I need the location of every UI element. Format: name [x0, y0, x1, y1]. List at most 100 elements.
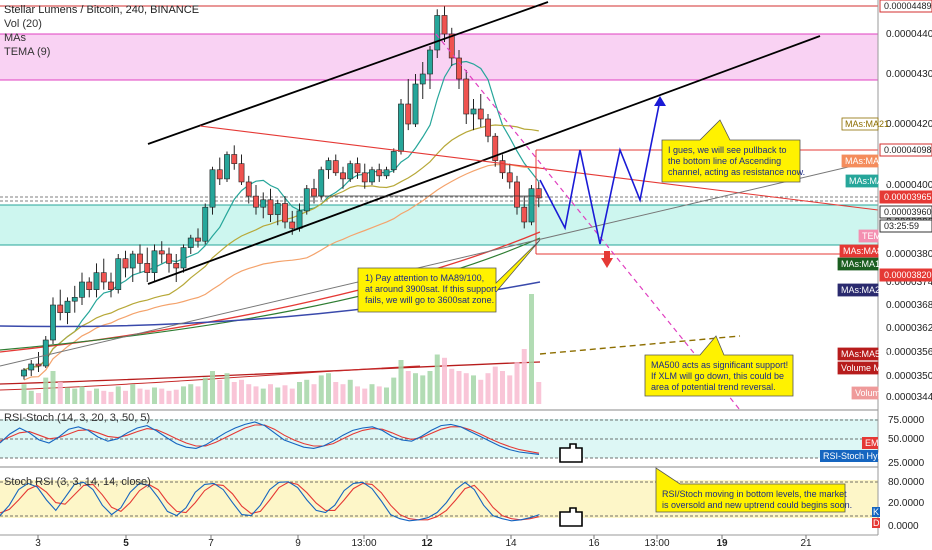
- stoch-d-line: [0, 481, 540, 521]
- candle-body: [521, 206, 528, 223]
- candle-body: [514, 181, 520, 208]
- volume-bar: [43, 377, 49, 404]
- candle-body: [238, 163, 245, 183]
- time-tick-label: 16: [588, 538, 600, 549]
- ma100-line: [0, 237, 541, 351]
- stoch-tick-label: 20.0000: [888, 498, 925, 509]
- candle-body: [173, 263, 180, 269]
- drawings: [0, 1, 879, 411]
- volume-bar: [224, 373, 230, 404]
- stoch-tick-label: 80.0000: [888, 477, 925, 488]
- callout-ma500-box: [644, 335, 794, 397]
- candle-body: [267, 199, 274, 215]
- callout-ma500-line2: If XLM will go down, this could be: [651, 371, 784, 381]
- volume-bar: [144, 389, 150, 404]
- indicator-tag-box: [837, 283, 879, 297]
- volume-bar: [137, 388, 143, 404]
- price-label-text: 0.00004098: [884, 145, 932, 155]
- volume-bar: [260, 388, 266, 404]
- callout-ma500[interactable]: MA500 acts as significant support! If XL…: [644, 335, 794, 397]
- volume-bar: [123, 390, 128, 404]
- indicator-tag-box: [841, 154, 879, 168]
- price-label-text: 0.00004489: [884, 1, 932, 11]
- candle-body: [318, 169, 325, 197]
- time-tick-label: 9: [295, 538, 301, 549]
- candle-body: [390, 151, 397, 171]
- candle-body: [202, 206, 209, 242]
- candle-body: [100, 272, 107, 283]
- volume-bar: [65, 387, 70, 404]
- time-axis[interactable]: 3 5 7 9 13:00 12 14 16 13:00 19 21: [35, 535, 812, 549]
- callout-ma500-line3: area of potential trend reversal.: [651, 382, 776, 392]
- price-label-text: 0.00003820: [884, 270, 932, 280]
- indicator-tag-box: [839, 244, 879, 258]
- legend-mas: MAs: [4, 32, 27, 44]
- indicator-tag-text: MAs:MA100: [841, 259, 890, 269]
- indicator-tag-box: [851, 386, 879, 400]
- candle-body: [506, 172, 513, 183]
- price-projection-path: [539, 99, 661, 245]
- indicator-tag-text: MAs:MA21: [845, 119, 889, 129]
- candle-body: [93, 272, 100, 290]
- candle-body: [340, 172, 346, 180]
- ma8-line: [23, 60, 540, 371]
- candle-body: [448, 33, 455, 59]
- indicator-tag-text: TEMA: [862, 231, 887, 241]
- volume-bar: [202, 377, 208, 404]
- candle-body: [122, 258, 129, 269]
- rsi-tag-box: [820, 450, 878, 462]
- indicator-tag-box: [841, 117, 879, 131]
- volume-bars: [21, 294, 542, 404]
- candle-body: [129, 253, 136, 269]
- rsi-hybrid-line: [0, 421, 540, 455]
- candle-body: [216, 169, 223, 180]
- hand-pointer-icon: [559, 507, 583, 527]
- volume-bar: [521, 349, 527, 404]
- candle-body: [535, 188, 542, 199]
- price-label-box: [879, 268, 932, 282]
- indicator-tag-box: [845, 174, 879, 188]
- time-tick-label: 14: [505, 538, 517, 549]
- callout-oversold[interactable]: RSI/Stoch moving in bottom levels, the m…: [655, 467, 852, 513]
- volume-bar: [166, 390, 172, 404]
- indicator-tag-text: MAs:MA500: [841, 349, 890, 359]
- candle-body: [71, 297, 78, 302]
- candle-body: [485, 118, 491, 137]
- hand-pointer-icon-shape: [559, 507, 583, 527]
- legend-stoch-rsi: Stoch RSI (3, 3, 14, 14, close): [4, 476, 151, 488]
- indicator-tag-text: MAs:MA200: [841, 285, 890, 295]
- stoch-k-line: [0, 481, 540, 522]
- support-zone: [0, 205, 878, 245]
- indicator-tag-box: [837, 361, 879, 375]
- callout-ma89[interactable]: 1) Pay attention to MA89/100, at around …: [357, 239, 541, 313]
- rsi-tick-label: 50.0000: [888, 434, 925, 445]
- callout-ma89-box: [357, 239, 541, 313]
- candle-body: [470, 108, 477, 115]
- stoch-tag-text: D: [873, 518, 880, 528]
- volume-bar: [507, 375, 513, 404]
- volume-bar: [210, 371, 215, 404]
- callout-pullback[interactable]: I gues, we will see pullback to the bott…: [661, 119, 805, 183]
- ma500-line: [0, 361, 541, 385]
- volume-bar: [130, 384, 136, 404]
- candle-body: [180, 247, 187, 269]
- candle-body: [383, 169, 390, 177]
- candle-body: [434, 15, 441, 51]
- price-label-box: [879, 143, 932, 157]
- indicator-tag-box: [837, 257, 879, 271]
- candle-body: [108, 281, 114, 290]
- volume-bar: [115, 386, 121, 404]
- resistance-trend-line: [199, 125, 879, 211]
- candle-body: [303, 188, 310, 212]
- candle-body: [86, 281, 93, 290]
- volume-bar: [391, 377, 397, 404]
- candle-body: [50, 304, 56, 341]
- price-label-box: [879, 205, 932, 219]
- volume-bar: [297, 382, 302, 404]
